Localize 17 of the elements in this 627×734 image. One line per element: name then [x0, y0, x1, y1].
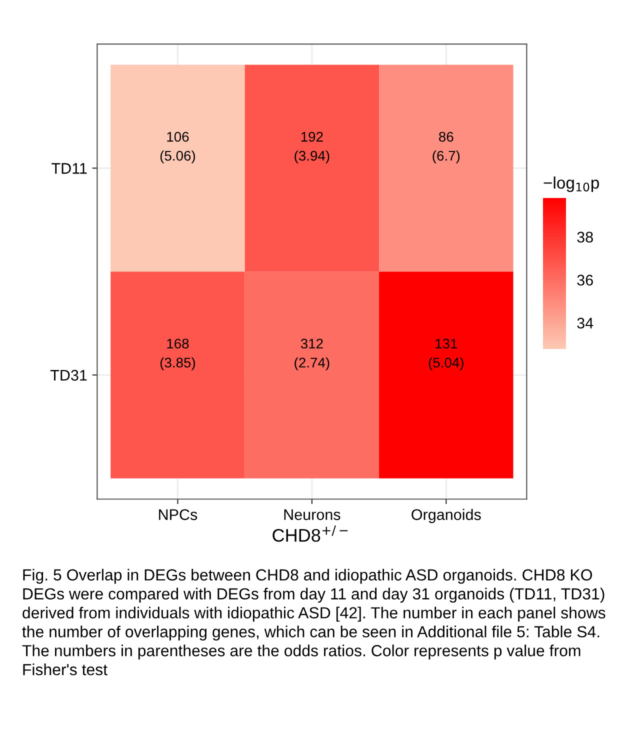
color-bar-title: −log$_{10}$p [544, 176, 599, 192]
data-label: 106 (5.06) [160, 132, 195, 164]
data-label: 312 (2.74) [294, 338, 330, 370]
x-axis-title: CHD8$^{+/−}$ [272, 525, 348, 542]
color-bar-label: 38 [577, 232, 593, 243]
x-tick-label: Organoids [412, 508, 481, 524]
data-label: 192 (3.94) [294, 132, 330, 164]
data-label: 168 (3.85) [160, 338, 195, 370]
y-tick-label: TD11 [52, 163, 87, 174]
y-tick-label: TD31 [50, 370, 87, 381]
data-label: 131 (5.04) [428, 338, 464, 370]
color-bar-label: 34 [577, 318, 594, 329]
caption: Fig. 5 Overlap in DEGs between CHD8 and idiopathic ASD organoids. CHD8 KO DEGs were compared with DEGs from day 11 and day 31 organoids (TD11, TD31) derived from individuals with idiopathic ASD [42]. The number in each panel shows the number of overlapping genes, which can be seen in Additional file 5: Table S4. The numbers in parentheses are the odds ratios. Color represents p value from Fisher's test [22, 568, 606, 676]
x-tick-label: Neurons [284, 509, 340, 520]
x-tick-label: NPCs [159, 509, 198, 520]
data-label: 86 (6.7) [432, 132, 460, 164]
color-bar-label: 36 [577, 274, 593, 286]
